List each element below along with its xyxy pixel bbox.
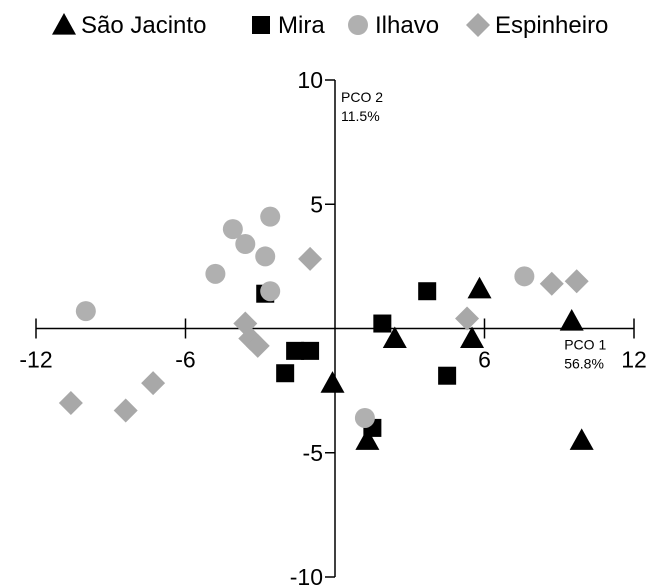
series-diamond — [58, 246, 589, 423]
circle-point — [235, 234, 256, 255]
triangle-point — [467, 276, 492, 299]
legend-item: Espinheiro — [466, 12, 608, 39]
y-tick-label: 5 — [310, 191, 323, 217]
square-point — [438, 366, 457, 385]
diamond-point — [245, 333, 270, 358]
square-point — [286, 341, 305, 360]
legend-diamond-symbol — [466, 13, 490, 37]
square-point — [276, 364, 295, 383]
circle-point — [354, 407, 375, 428]
circle-point — [514, 266, 535, 287]
triangle-point — [559, 309, 584, 331]
y-axis-variance: 11.5% — [341, 108, 380, 124]
x-axis-variance: 56.8% — [564, 356, 604, 372]
circle-point — [260, 281, 281, 302]
legend-item: Mira — [252, 12, 325, 39]
legend-label: São Jacinto — [81, 12, 206, 39]
x-tick-label: -6 — [175, 347, 195, 373]
circle-point — [255, 246, 276, 267]
diamond-point — [58, 391, 83, 416]
x-tick-label: 12 — [621, 347, 647, 373]
series-circle — [75, 206, 535, 428]
y-axis-label: PCO 2 — [341, 89, 383, 105]
axis-ticks: -12 -6 6 12 10 5 -5 -10 — [19, 67, 646, 587]
diamond-point — [141, 371, 166, 396]
data-points — [58, 206, 594, 450]
circle-point — [222, 219, 243, 240]
legend-triangle-symbol — [52, 13, 76, 35]
legend-square-symbol — [252, 16, 270, 34]
legend-item: Ilhavo — [348, 12, 439, 39]
legend: São Jacinto Mira Ilhavo Espinheiro — [52, 12, 608, 39]
y-tick-label: -10 — [290, 564, 323, 587]
axis-captions: PCO 2 11.5% PCO 1 56.8% — [341, 89, 606, 372]
diamond-point — [298, 246, 323, 271]
triangle-point — [460, 326, 485, 349]
legend-label: Mira — [278, 12, 325, 39]
legend-item: São Jacinto — [52, 12, 206, 39]
triangle-point — [382, 326, 407, 349]
legend-label: Espinheiro — [495, 12, 608, 39]
series-triangle — [320, 276, 594, 450]
circle-point — [205, 263, 226, 284]
y-tick-label: -5 — [303, 440, 323, 466]
diamond-point — [455, 306, 480, 331]
square-point — [301, 341, 320, 360]
square-point — [373, 314, 392, 333]
square-point — [418, 282, 437, 301]
legend-label: Ilhavo — [375, 12, 439, 39]
diamond-point — [564, 269, 589, 294]
y-tick-label: 10 — [297, 67, 323, 93]
triangle-point — [569, 428, 594, 450]
axes: -12 -6 6 12 10 5 -5 -10 — [19, 67, 646, 587]
x-axis-label: PCO 1 — [564, 337, 606, 353]
triangle-point — [320, 371, 345, 393]
x-tick-label: -12 — [19, 347, 52, 373]
diamond-point — [539, 271, 564, 296]
diamond-point — [113, 398, 138, 423]
legend-circle-symbol — [348, 15, 368, 35]
triangle-point — [355, 428, 380, 450]
circle-point — [75, 301, 96, 322]
circle-point — [260, 206, 281, 227]
x-tick-label: 6 — [478, 347, 491, 373]
